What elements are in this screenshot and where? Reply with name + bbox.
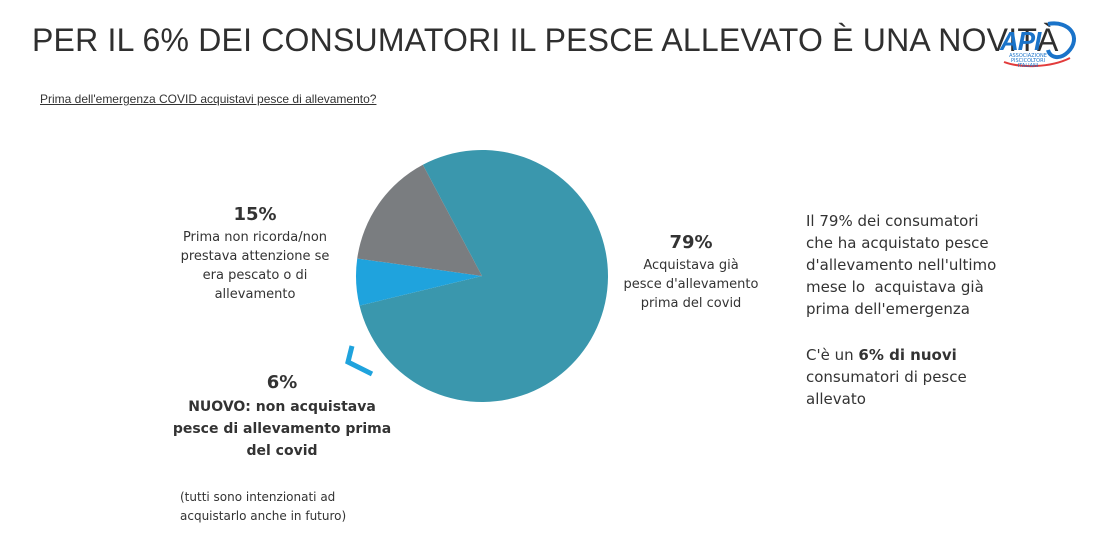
commentary: Il 79% dei consumatori che ha acquistato… [806, 210, 1066, 434]
commentary-pre: C'è un [806, 346, 859, 364]
survey-question: Prima dell'emergenza COVID acquistavi pe… [40, 92, 377, 106]
slice-6-note-line-1: (tutti sono intenzionati ad [180, 490, 336, 504]
slice-label-6: 6% NUOVO: non acquistava pesce di alleva… [150, 370, 414, 462]
logo-subtitle: ASSOCIAZIONE PISCICOLTORI ITALIANI [1009, 53, 1047, 69]
slice-6-note: (tutti sono intenzionati ad acquistarlo … [180, 488, 346, 526]
slice-6-line-1: NUOVO: non acquistava [188, 399, 376, 415]
slice-79-line-2: pesce d'allevamento [623, 277, 759, 292]
slice-6-note-line-2: acquistarlo anche in futuro) [180, 509, 347, 523]
commentary-line-4: mese lo acquistava già [806, 278, 984, 296]
page-title: PER IL 6% DEI CONSUMATORI IL PESCE ALLEV… [32, 22, 1059, 58]
commentary-paragraph-2: C'è un 6% di nuovi consumatori di pesce … [806, 344, 1066, 410]
commentary-highlight: 6% di nuovi [858, 346, 957, 364]
slice-6 [356, 258, 482, 306]
slice-label-79: 79% Acquistava già pesce d'allevamento p… [596, 230, 786, 313]
commentary-line-1: Il 79% dei consumatori [806, 212, 979, 230]
logo-swirl-icon [1003, 21, 1076, 68]
slice-15-line-2: prestava attenzione se [180, 249, 330, 264]
slice-6-percent: 6% [266, 372, 298, 393]
commentary-line-5: prima dell'emergenza [806, 300, 970, 318]
slice-79-line-1: Acquistava già [643, 258, 739, 273]
slice-79-percent: 79% [669, 232, 713, 253]
slice-6-line-2: pesce di allevamento prima [172, 421, 392, 437]
commentary-line-2: che ha acquistato pesce [806, 234, 989, 252]
commentary-line-7: consumatori di pesce [806, 368, 967, 386]
slice-6-tick [345, 345, 374, 377]
slice-15-line-1: Prima non ricorda/non [182, 230, 328, 245]
commentary-paragraph-1: Il 79% dei consumatori che ha acquistato… [806, 210, 1066, 320]
slice-79-line-3: prima del covid [640, 296, 742, 311]
slice-label-15: 15% Prima non ricorda/non prestava atten… [150, 202, 360, 304]
slice-79 [359, 150, 609, 403]
logo-text: API [1000, 26, 1041, 56]
slice-15 [357, 164, 482, 276]
commentary-line-3: d'allevamento nell'ultimo [806, 256, 997, 274]
slice-6-line-3: del covid [246, 443, 318, 459]
commentary-line-8: allevato [806, 390, 866, 408]
slice-15-percent: 15% [233, 204, 277, 225]
slice-15-line-4: allevamento [214, 287, 296, 302]
slice-15-line-3: era pescato o di [202, 268, 308, 283]
commentary-line-6: C'è un 6% di nuovi [806, 344, 1066, 366]
